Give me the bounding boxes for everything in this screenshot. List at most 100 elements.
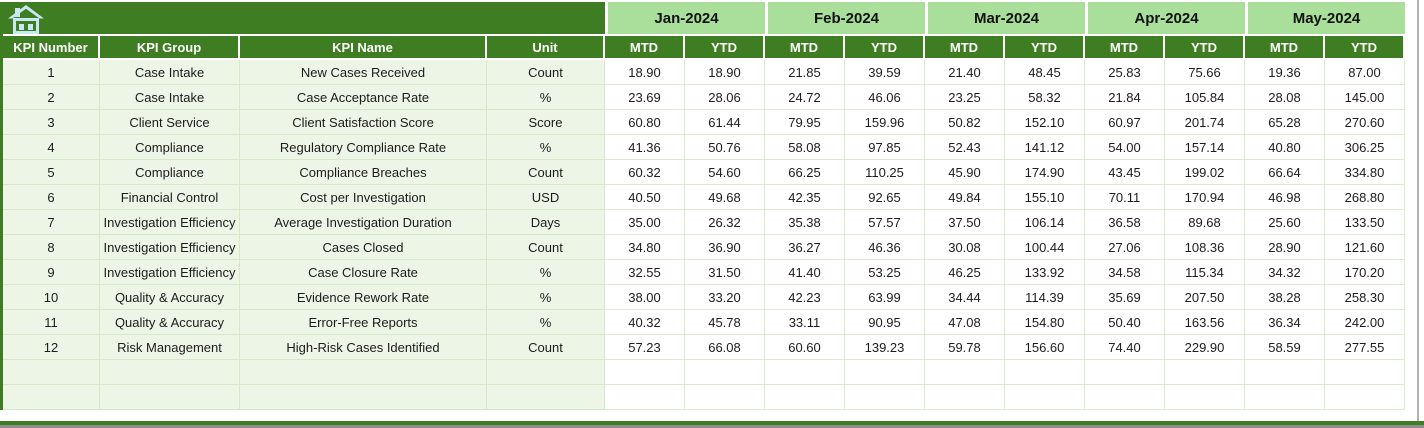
- empty-cell[interactable]: [1245, 385, 1325, 410]
- table-cell-value[interactable]: 37.50: [925, 210, 1005, 235]
- table-cell-kpi-name[interactable]: High-Risk Cases Identified: [240, 335, 487, 360]
- table-cell-unit[interactable]: Count: [487, 160, 605, 185]
- table-cell-value[interactable]: 28.08: [1245, 85, 1325, 110]
- month-header-may-2024[interactable]: May-2024: [1245, 2, 1405, 36]
- empty-cell[interactable]: [605, 360, 685, 385]
- table-cell-value[interactable]: 28.90: [1245, 235, 1325, 260]
- table-cell-kpi-name[interactable]: Cases Closed: [240, 235, 487, 260]
- table-cell-value[interactable]: 60.97: [1085, 110, 1165, 135]
- table-cell-value[interactable]: 65.28: [1245, 110, 1325, 135]
- table-cell-unit[interactable]: %: [487, 310, 605, 335]
- table-cell-value[interactable]: 108.36: [1165, 235, 1245, 260]
- table-cell-value[interactable]: 31.50: [685, 260, 765, 285]
- table-cell-unit[interactable]: %: [487, 260, 605, 285]
- empty-cell[interactable]: [765, 360, 845, 385]
- empty-cell[interactable]: [845, 360, 925, 385]
- table-cell-value[interactable]: 60.60: [765, 335, 845, 360]
- table-cell-unit[interactable]: %: [487, 85, 605, 110]
- table-cell-kpi-number[interactable]: 8: [3, 235, 100, 260]
- mtd-header-may-2024[interactable]: MTD: [1245, 36, 1325, 60]
- table-cell-value[interactable]: 27.06: [1085, 235, 1165, 260]
- table-cell-value[interactable]: 42.23: [765, 285, 845, 310]
- table-cell-kpi-number[interactable]: 6: [3, 185, 100, 210]
- table-cell-value[interactable]: 306.25: [1325, 135, 1405, 160]
- table-cell-kpi-group[interactable]: Investigation Efficiency: [100, 260, 240, 285]
- table-cell-kpi-group[interactable]: Compliance: [100, 135, 240, 160]
- table-cell-value[interactable]: 40.32: [605, 310, 685, 335]
- table-cell-value[interactable]: 110.25: [845, 160, 925, 185]
- table-cell-value[interactable]: 46.36: [845, 235, 925, 260]
- table-cell-value[interactable]: 50.82: [925, 110, 1005, 135]
- table-cell-value[interactable]: 70.11: [1085, 185, 1165, 210]
- table-cell-unit[interactable]: Score: [487, 110, 605, 135]
- table-cell-value[interactable]: 156.60: [1005, 335, 1085, 360]
- table-cell-kpi-group[interactable]: Quality & Accuracy: [100, 310, 240, 335]
- table-cell-value[interactable]: 41.36: [605, 135, 685, 160]
- empty-cell[interactable]: [240, 385, 487, 410]
- table-cell-value[interactable]: 28.06: [685, 85, 765, 110]
- table-cell-value[interactable]: 21.40: [925, 60, 1005, 85]
- table-cell-kpi-name[interactable]: Compliance Breaches: [240, 160, 487, 185]
- month-header-apr-2024[interactable]: Apr-2024: [1085, 2, 1245, 36]
- table-cell-value[interactable]: 36.58: [1085, 210, 1165, 235]
- table-cell-kpi-name[interactable]: Case Closure Rate: [240, 260, 487, 285]
- table-cell-value[interactable]: 35.69: [1085, 285, 1165, 310]
- table-cell-kpi-number[interactable]: 4: [3, 135, 100, 160]
- table-cell-value[interactable]: 92.65: [845, 185, 925, 210]
- table-cell-kpi-name[interactable]: Evidence Rework Rate: [240, 285, 487, 310]
- table-cell-value[interactable]: 39.59: [845, 60, 925, 85]
- table-cell-kpi-group[interactable]: Case Intake: [100, 85, 240, 110]
- empty-cell[interactable]: [845, 385, 925, 410]
- table-cell-value[interactable]: 43.45: [1085, 160, 1165, 185]
- table-cell-value[interactable]: 60.80: [605, 110, 685, 135]
- empty-cell[interactable]: [605, 385, 685, 410]
- table-cell-value[interactable]: 57.23: [605, 335, 685, 360]
- table-cell-value[interactable]: 59.78: [925, 335, 1005, 360]
- table-cell-kpi-number[interactable]: 2: [3, 85, 100, 110]
- table-cell-value[interactable]: 36.90: [685, 235, 765, 260]
- table-cell-kpi-name[interactable]: Regulatory Compliance Rate: [240, 135, 487, 160]
- table-cell-kpi-number[interactable]: 11: [3, 310, 100, 335]
- table-cell-value[interactable]: 57.57: [845, 210, 925, 235]
- table-cell-value[interactable]: 36.27: [765, 235, 845, 260]
- table-cell-value[interactable]: 154.80: [1005, 310, 1085, 335]
- table-cell-kpi-number[interactable]: 7: [3, 210, 100, 235]
- empty-cell[interactable]: [487, 360, 605, 385]
- table-cell-value[interactable]: 24.72: [765, 85, 845, 110]
- table-cell-value[interactable]: 34.80: [605, 235, 685, 260]
- table-cell-value[interactable]: 334.80: [1325, 160, 1405, 185]
- empty-cell[interactable]: [1325, 385, 1405, 410]
- table-cell-value[interactable]: 34.32: [1245, 260, 1325, 285]
- table-cell-value[interactable]: 50.76: [685, 135, 765, 160]
- table-cell-value[interactable]: 61.44: [685, 110, 765, 135]
- table-cell-value[interactable]: 133.92: [1005, 260, 1085, 285]
- table-cell-value[interactable]: 152.10: [1005, 110, 1085, 135]
- table-cell-value[interactable]: 100.44: [1005, 235, 1085, 260]
- column-header-kpi-group[interactable]: KPI Group: [100, 36, 240, 60]
- empty-cell[interactable]: [925, 360, 1005, 385]
- month-header-jan-2024[interactable]: Jan-2024: [605, 2, 765, 36]
- table-cell-kpi-number[interactable]: 3: [3, 110, 100, 135]
- table-cell-value[interactable]: 155.10: [1005, 185, 1085, 210]
- table-cell-value[interactable]: 21.85: [765, 60, 845, 85]
- table-cell-value[interactable]: 141.12: [1005, 135, 1085, 160]
- column-header-kpi-number[interactable]: KPI Number: [3, 36, 100, 60]
- table-cell-unit[interactable]: %: [487, 285, 605, 310]
- table-cell-value[interactable]: 66.08: [685, 335, 765, 360]
- table-cell-value[interactable]: 18.90: [685, 60, 765, 85]
- table-cell-value[interactable]: 79.95: [765, 110, 845, 135]
- table-cell-kpi-group[interactable]: Financial Control: [100, 185, 240, 210]
- empty-cell[interactable]: [1085, 360, 1165, 385]
- table-cell-unit[interactable]: Days: [487, 210, 605, 235]
- table-cell-value[interactable]: 133.50: [1325, 210, 1405, 235]
- table-cell-value[interactable]: 170.20: [1325, 260, 1405, 285]
- table-cell-kpi-name[interactable]: Client Satisfaction Score: [240, 110, 487, 135]
- table-cell-value[interactable]: 54.60: [685, 160, 765, 185]
- table-cell-unit[interactable]: %: [487, 135, 605, 160]
- table-cell-value[interactable]: 97.85: [845, 135, 925, 160]
- ytd-header-jan-2024[interactable]: YTD: [685, 36, 765, 60]
- table-cell-value[interactable]: 58.32: [1005, 85, 1085, 110]
- table-cell-value[interactable]: 114.39: [1005, 285, 1085, 310]
- ytd-header-apr-2024[interactable]: YTD: [1165, 36, 1245, 60]
- table-cell-kpi-number[interactable]: 10: [3, 285, 100, 310]
